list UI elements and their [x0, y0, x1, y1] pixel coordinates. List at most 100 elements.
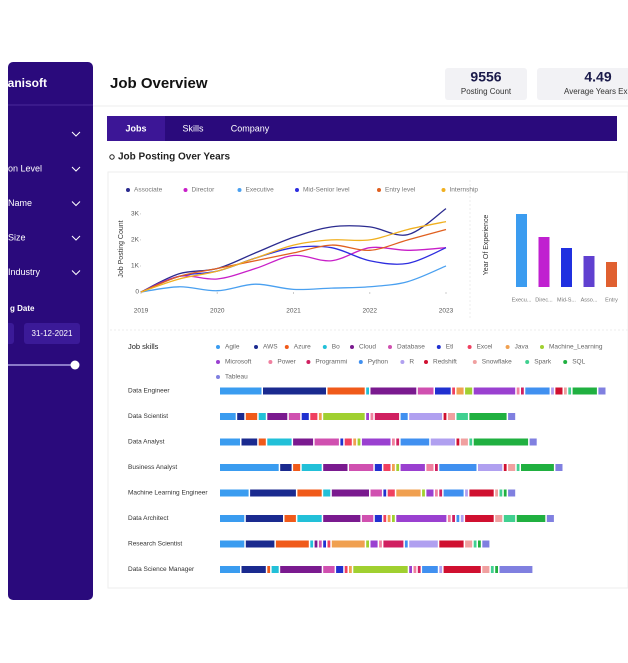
bar-segment — [297, 489, 322, 497]
tab-bar — [107, 116, 617, 141]
legend-dot — [563, 360, 568, 364]
x-tick-label: Direc... — [535, 297, 553, 303]
bar-segment — [327, 540, 331, 548]
chevron[interactable] — [71, 131, 81, 137]
bar-segment — [499, 566, 533, 573]
row-label: Data Engineer — [128, 388, 170, 395]
bar-segment — [267, 413, 288, 420]
bar-segment — [327, 387, 365, 395]
y-axis-title: Job Posting Count — [118, 220, 125, 277]
tab[interactable]: Company — [231, 123, 270, 133]
bar-segment — [383, 464, 391, 471]
bar-segment — [314, 540, 318, 548]
chevron[interactable] — [71, 201, 81, 207]
bar-segment — [521, 387, 524, 395]
bar-segment — [465, 489, 468, 497]
date-end-box[interactable] — [24, 323, 80, 344]
row-label: Data Architect — [128, 515, 169, 522]
bar-segment — [220, 515, 245, 522]
legend-dot — [400, 360, 405, 364]
bar-segment — [349, 464, 374, 471]
bar-segment — [323, 566, 335, 573]
tab[interactable]: Skills — [182, 123, 204, 133]
bar-segment — [473, 438, 529, 446]
bar-segment — [383, 489, 387, 497]
series-line — [140, 228, 447, 293]
bar-segment — [267, 438, 292, 446]
bar-segment — [555, 387, 563, 395]
bar-segment — [400, 438, 430, 446]
kpi-card — [537, 68, 628, 100]
bar-segment — [340, 438, 344, 446]
bar-segment — [310, 540, 314, 548]
bar-segment — [349, 566, 352, 573]
bar-segment — [220, 413, 236, 420]
bar-segment — [241, 566, 266, 573]
x-tick-label: 2021 — [286, 308, 301, 315]
bar-segment — [280, 566, 322, 573]
active-tab[interactable] — [107, 116, 165, 141]
bar-segment — [478, 540, 481, 548]
bar-segment — [469, 413, 507, 420]
bar-segment — [490, 566, 494, 573]
legend-dot — [424, 360, 428, 364]
bar-segment — [473, 387, 516, 395]
legend-dot — [306, 360, 311, 364]
slider-knob[interactable] — [70, 360, 80, 370]
bar-segment — [503, 464, 507, 471]
bar-segment — [443, 489, 464, 497]
bar-segment — [422, 566, 438, 573]
filter-label: Industry — [8, 267, 41, 277]
bar-segment — [400, 413, 408, 420]
x-tick-label: Execu... — [512, 297, 532, 303]
bar-segment — [516, 464, 520, 471]
series-line — [140, 245, 447, 293]
bar-segment — [374, 413, 400, 420]
chevron[interactable] — [71, 235, 81, 241]
bar-segment — [280, 464, 292, 471]
date-start[interactable] — [0, 323, 14, 344]
bar-segment — [258, 438, 266, 446]
bar-segment — [460, 515, 464, 522]
date-label: g Date — [10, 304, 35, 313]
legend-label: Associate — [134, 187, 163, 194]
legend-label: Entry level — [385, 187, 416, 194]
bar — [516, 214, 527, 287]
bar-segment — [417, 566, 421, 573]
row-label: Business Analyst — [128, 464, 177, 471]
legend-label: Power — [277, 359, 296, 366]
bar-segment — [435, 464, 438, 471]
bar-segment — [499, 489, 503, 497]
bullet — [109, 154, 115, 160]
bar-segment — [310, 413, 318, 420]
legend-dot — [350, 345, 354, 349]
bar-segment — [546, 515, 554, 522]
bar-segment — [392, 464, 395, 471]
bar-segment — [220, 464, 279, 471]
bar-segment — [482, 540, 490, 548]
bar-segment — [426, 489, 434, 497]
bar-segment — [439, 566, 443, 573]
bar-segment — [318, 540, 322, 548]
legend-dot — [472, 360, 477, 364]
chevron[interactable] — [71, 270, 81, 276]
bar-segment — [353, 438, 357, 446]
bar-segment — [220, 489, 249, 497]
chevron[interactable] — [71, 166, 81, 172]
brand: vanisoft — [1, 76, 47, 90]
bar-segment — [323, 413, 365, 420]
bar-segment — [301, 464, 322, 471]
tab[interactable]: Jobs — [125, 123, 146, 133]
bar-segment — [404, 540, 408, 548]
bar-segment — [452, 515, 455, 522]
bar-segment — [417, 387, 434, 395]
x-tick-label: 2022 — [363, 308, 378, 315]
bar-segment — [323, 489, 331, 497]
bar-segment — [503, 489, 507, 497]
bar-segment — [353, 566, 408, 573]
legend-dot — [268, 360, 273, 364]
bar-segment — [564, 387, 567, 395]
legend-dot — [183, 188, 188, 192]
bar-segment — [357, 438, 361, 446]
legend-dot — [358, 360, 363, 364]
